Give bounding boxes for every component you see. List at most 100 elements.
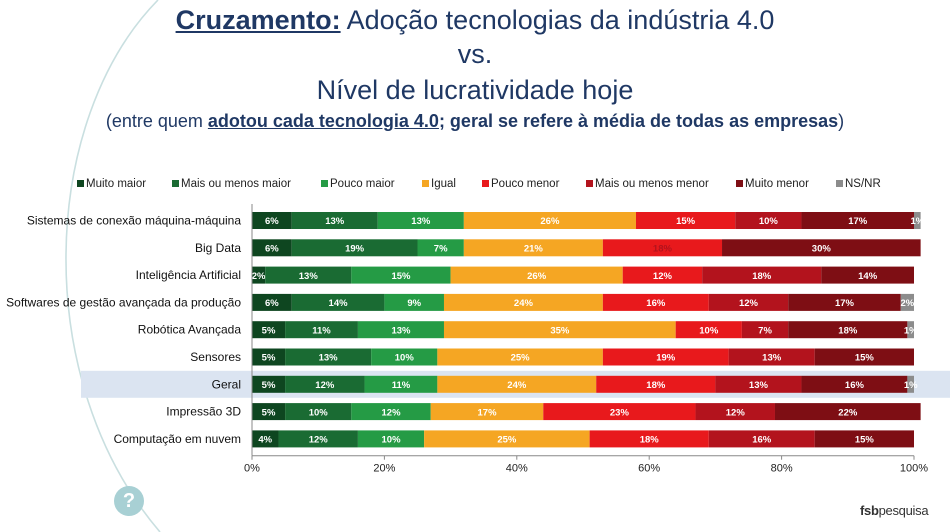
bar-segment-inteligencia-artificial-pouco-maior	[351, 266, 451, 284]
data-label-softwares-de-gestao-avancada-da-producao-muito-maior: 6%	[265, 298, 279, 309]
data-label-geral-mais-ou-menos-menor: 13%	[749, 380, 769, 391]
bar-segment-inteligencia-artificial-mais-ou-menos-menor	[702, 266, 822, 284]
data-label-inteligencia-artificial-pouco-maior: 15%	[391, 271, 411, 282]
bar-segment-softwares-de-gestao-avancada-da-producao-pouco-maior	[384, 293, 444, 311]
legend-label-ns-nr: NS/NR	[845, 178, 881, 190]
bar-segment-softwares-de-gestao-avancada-da-producao-pouco-menor	[602, 293, 709, 311]
bar-segment-softwares-de-gestao-avancada-da-producao-mais-ou-menos-menor	[708, 293, 789, 311]
data-label-impressao-3d-muito-menor: 22%	[838, 407, 858, 418]
data-label-sistemas-de-conexao-maquina-maquina-igual: 26%	[540, 216, 560, 227]
bar-segment-sistemas-de-conexao-maquina-maquina-mais-ou-menos-maior	[291, 212, 378, 229]
data-label-big-data-mais-ou-menos-maior: 19%	[345, 244, 365, 255]
data-label-robotica-avancada-muito-menor: 18%	[838, 325, 858, 336]
stacked-bar-chart: Muito maior Mais ou menos maior Pouco maio…	[6, 178, 950, 475]
category-label-sistemas-de-conexao-maquina-maquina: Sistemas de conexão máquina-máquina	[27, 214, 241, 228]
category-label-sensores: Sensores	[190, 350, 241, 364]
bar-segment-geral-pouco-menor	[596, 375, 716, 393]
bar-segment-sensores-muito-maior	[252, 348, 286, 366]
data-label-robotica-avancada-ns-nr: 1%	[904, 325, 918, 336]
help-button[interactable]: ?	[114, 486, 144, 516]
bar-segment-sensores-pouco-menor	[602, 348, 729, 366]
subtitle-underlined: adotou cada tecnologia 4.0	[207, 111, 439, 131]
bar-segment-geral-muito-menor	[801, 375, 908, 393]
bar-segment-big-data-pouco-menor	[602, 239, 723, 257]
data-label-inteligencia-artificial-muito-menor: 14%	[858, 271, 878, 282]
legend-label-muito-menor: Muito menor	[745, 178, 809, 190]
data-label-softwares-de-gestao-avancada-da-producao-pouco-maior: 9%	[407, 298, 421, 309]
category-label-robotica-avancada: Robótica Avançada	[138, 323, 242, 337]
bar-segment-inteligencia-artificial-muito-menor	[821, 266, 914, 284]
data-label-big-data-pouco-menor: 18%	[653, 244, 673, 255]
data-label-impressao-3d-mais-ou-menos-maior: 10%	[309, 407, 329, 418]
data-label-softwares-de-gestao-avancada-da-producao-ns-nr: 2%	[901, 298, 915, 309]
data-label-impressao-3d-muito-maior: 5%	[262, 407, 276, 418]
category-label-computacao-em-nuvem: Computação em nuvem	[114, 432, 241, 446]
bar-segment-computacao-em-nuvem-mais-ou-menos-menor	[708, 430, 815, 448]
legend-swatch-igual	[422, 180, 429, 187]
legend-label-igual: Igual	[431, 178, 456, 190]
x-axis: 0% 20% 40% 60% 80% 100%	[244, 204, 928, 475]
bar-segment-impressao-3d-igual	[430, 403, 544, 421]
bar-segment-big-data-mais-ou-menos-maior	[291, 239, 418, 257]
bar-segment-robotica-avancada-pouco-menor	[675, 321, 742, 339]
legend-swatch-pouco-maior	[321, 180, 328, 187]
data-label-big-data-igual: 21%	[524, 244, 544, 255]
category-label-big-data: Big Data	[195, 241, 241, 255]
data-label-robotica-avancada-pouco-menor: 10%	[699, 325, 719, 336]
bar-segment-sistemas-de-conexao-maquina-maquina-igual	[463, 212, 636, 229]
bar-segment-sistemas-de-conexao-maquina-maquina-muito-maior	[252, 212, 292, 229]
bar-segment-computacao-em-nuvem-mais-ou-menos-maior	[278, 430, 358, 448]
data-label-softwares-de-gestao-avancada-da-producao-pouco-menor: 16%	[646, 298, 666, 309]
subtitle-post: )	[838, 111, 845, 131]
data-label-sensores-pouco-menor: 19%	[656, 353, 676, 364]
legend-swatch-mais-ou-menos-menor	[586, 180, 593, 187]
legend-swatch-mais-ou-menos-maior	[172, 180, 179, 187]
bar-segment-sistemas-de-conexao-maquina-maquina-mais-ou-menos-menor	[735, 212, 802, 229]
bar-segment-geral-mais-ou-menos-maior	[285, 375, 365, 393]
data-label-softwares-de-gestao-avancada-da-producao-mais-ou-menos-menor: 12%	[739, 298, 759, 309]
subtitle: (entre quem adotou cada tecnologia 4.0; …	[0, 110, 950, 132]
data-label-softwares-de-gestao-avancada-da-producao-igual: 24%	[514, 298, 534, 309]
category-label-impressao-3d: Impressão 3D	[166, 405, 241, 419]
bar-segment-big-data-muito-maior	[252, 239, 292, 257]
bar-segment-sistemas-de-conexao-maquina-maquina-ns-nr	[914, 212, 921, 229]
data-label-sistemas-de-conexao-maquina-maquina-ns-nr: 1%	[910, 216, 924, 227]
data-label-impressao-3d-mais-ou-menos-menor: 12%	[726, 407, 746, 418]
data-label-inteligencia-artificial-mais-ou-menos-menor: 18%	[752, 271, 772, 282]
bar-segment-impressao-3d-muito-maior	[252, 403, 286, 421]
legend-swatch-muito-maior	[77, 180, 84, 187]
brand-part2: pesquisa	[878, 503, 929, 518]
bar-segment-softwares-de-gestao-avancada-da-producao-muito-maior	[252, 293, 292, 311]
title-line3: Nível de lucratividade hoje	[316, 75, 634, 105]
bar-segment-softwares-de-gestao-avancada-da-producao-mais-ou-menos-maior	[291, 293, 385, 311]
category-label-inteligencia-artificial: Inteligência Artificial	[136, 268, 241, 282]
data-label-inteligencia-artificial-muito-maior: 2%	[252, 271, 266, 282]
x-tick-label-0: 0%	[244, 463, 260, 475]
chart-rows: Sistemas de conexão máquina-máquina 6% 13%…	[6, 212, 925, 448]
data-label-impressao-3d-pouco-maior: 12%	[382, 407, 402, 418]
bar-segment-big-data-muito-menor	[722, 239, 921, 257]
data-label-softwares-de-gestao-avancada-da-producao-muito-menor: 17%	[835, 298, 855, 309]
bar-segment-softwares-de-gestao-avancada-da-producao-ns-nr	[900, 293, 914, 311]
subtitle-bold: ; geral se refere à média de todas as em…	[438, 111, 839, 131]
data-label-inteligencia-artificial-mais-ou-menos-maior: 13%	[299, 271, 319, 282]
data-label-geral-pouco-menor: 18%	[646, 380, 666, 391]
bar-segment-sensores-mais-ou-menos-menor	[728, 348, 815, 366]
data-label-big-data-muito-maior: 6%	[265, 244, 279, 255]
title-main: Adoção tecnologias da indústria 4.0	[340, 5, 775, 35]
bar-segment-impressao-3d-pouco-menor	[543, 403, 696, 421]
bar-segment-impressao-3d-pouco-maior	[351, 403, 431, 421]
data-label-computacao-em-nuvem-mais-ou-menos-menor: 16%	[752, 435, 772, 446]
bar-segment-sensores-mais-ou-menos-maior	[285, 348, 372, 366]
bar-segment-sensores-igual	[437, 348, 603, 366]
data-label-robotica-avancada-pouco-maior: 13%	[391, 325, 411, 336]
legend-label-muito-maior: Muito maior	[86, 178, 146, 190]
data-label-sensores-muito-maior: 5%	[262, 353, 276, 364]
data-label-robotica-avancada-mais-ou-menos-maior: 11%	[312, 325, 331, 336]
bar-segment-impressao-3d-muito-menor	[774, 403, 921, 421]
bar-segment-geral-pouco-maior	[364, 375, 438, 393]
data-label-sistemas-de-conexao-maquina-maquina-muito-maior: 6%	[265, 216, 279, 227]
data-label-sistemas-de-conexao-maquina-maquina-muito-menor: 17%	[848, 216, 868, 227]
brand-logo: fsbpesquisa	[860, 503, 929, 518]
